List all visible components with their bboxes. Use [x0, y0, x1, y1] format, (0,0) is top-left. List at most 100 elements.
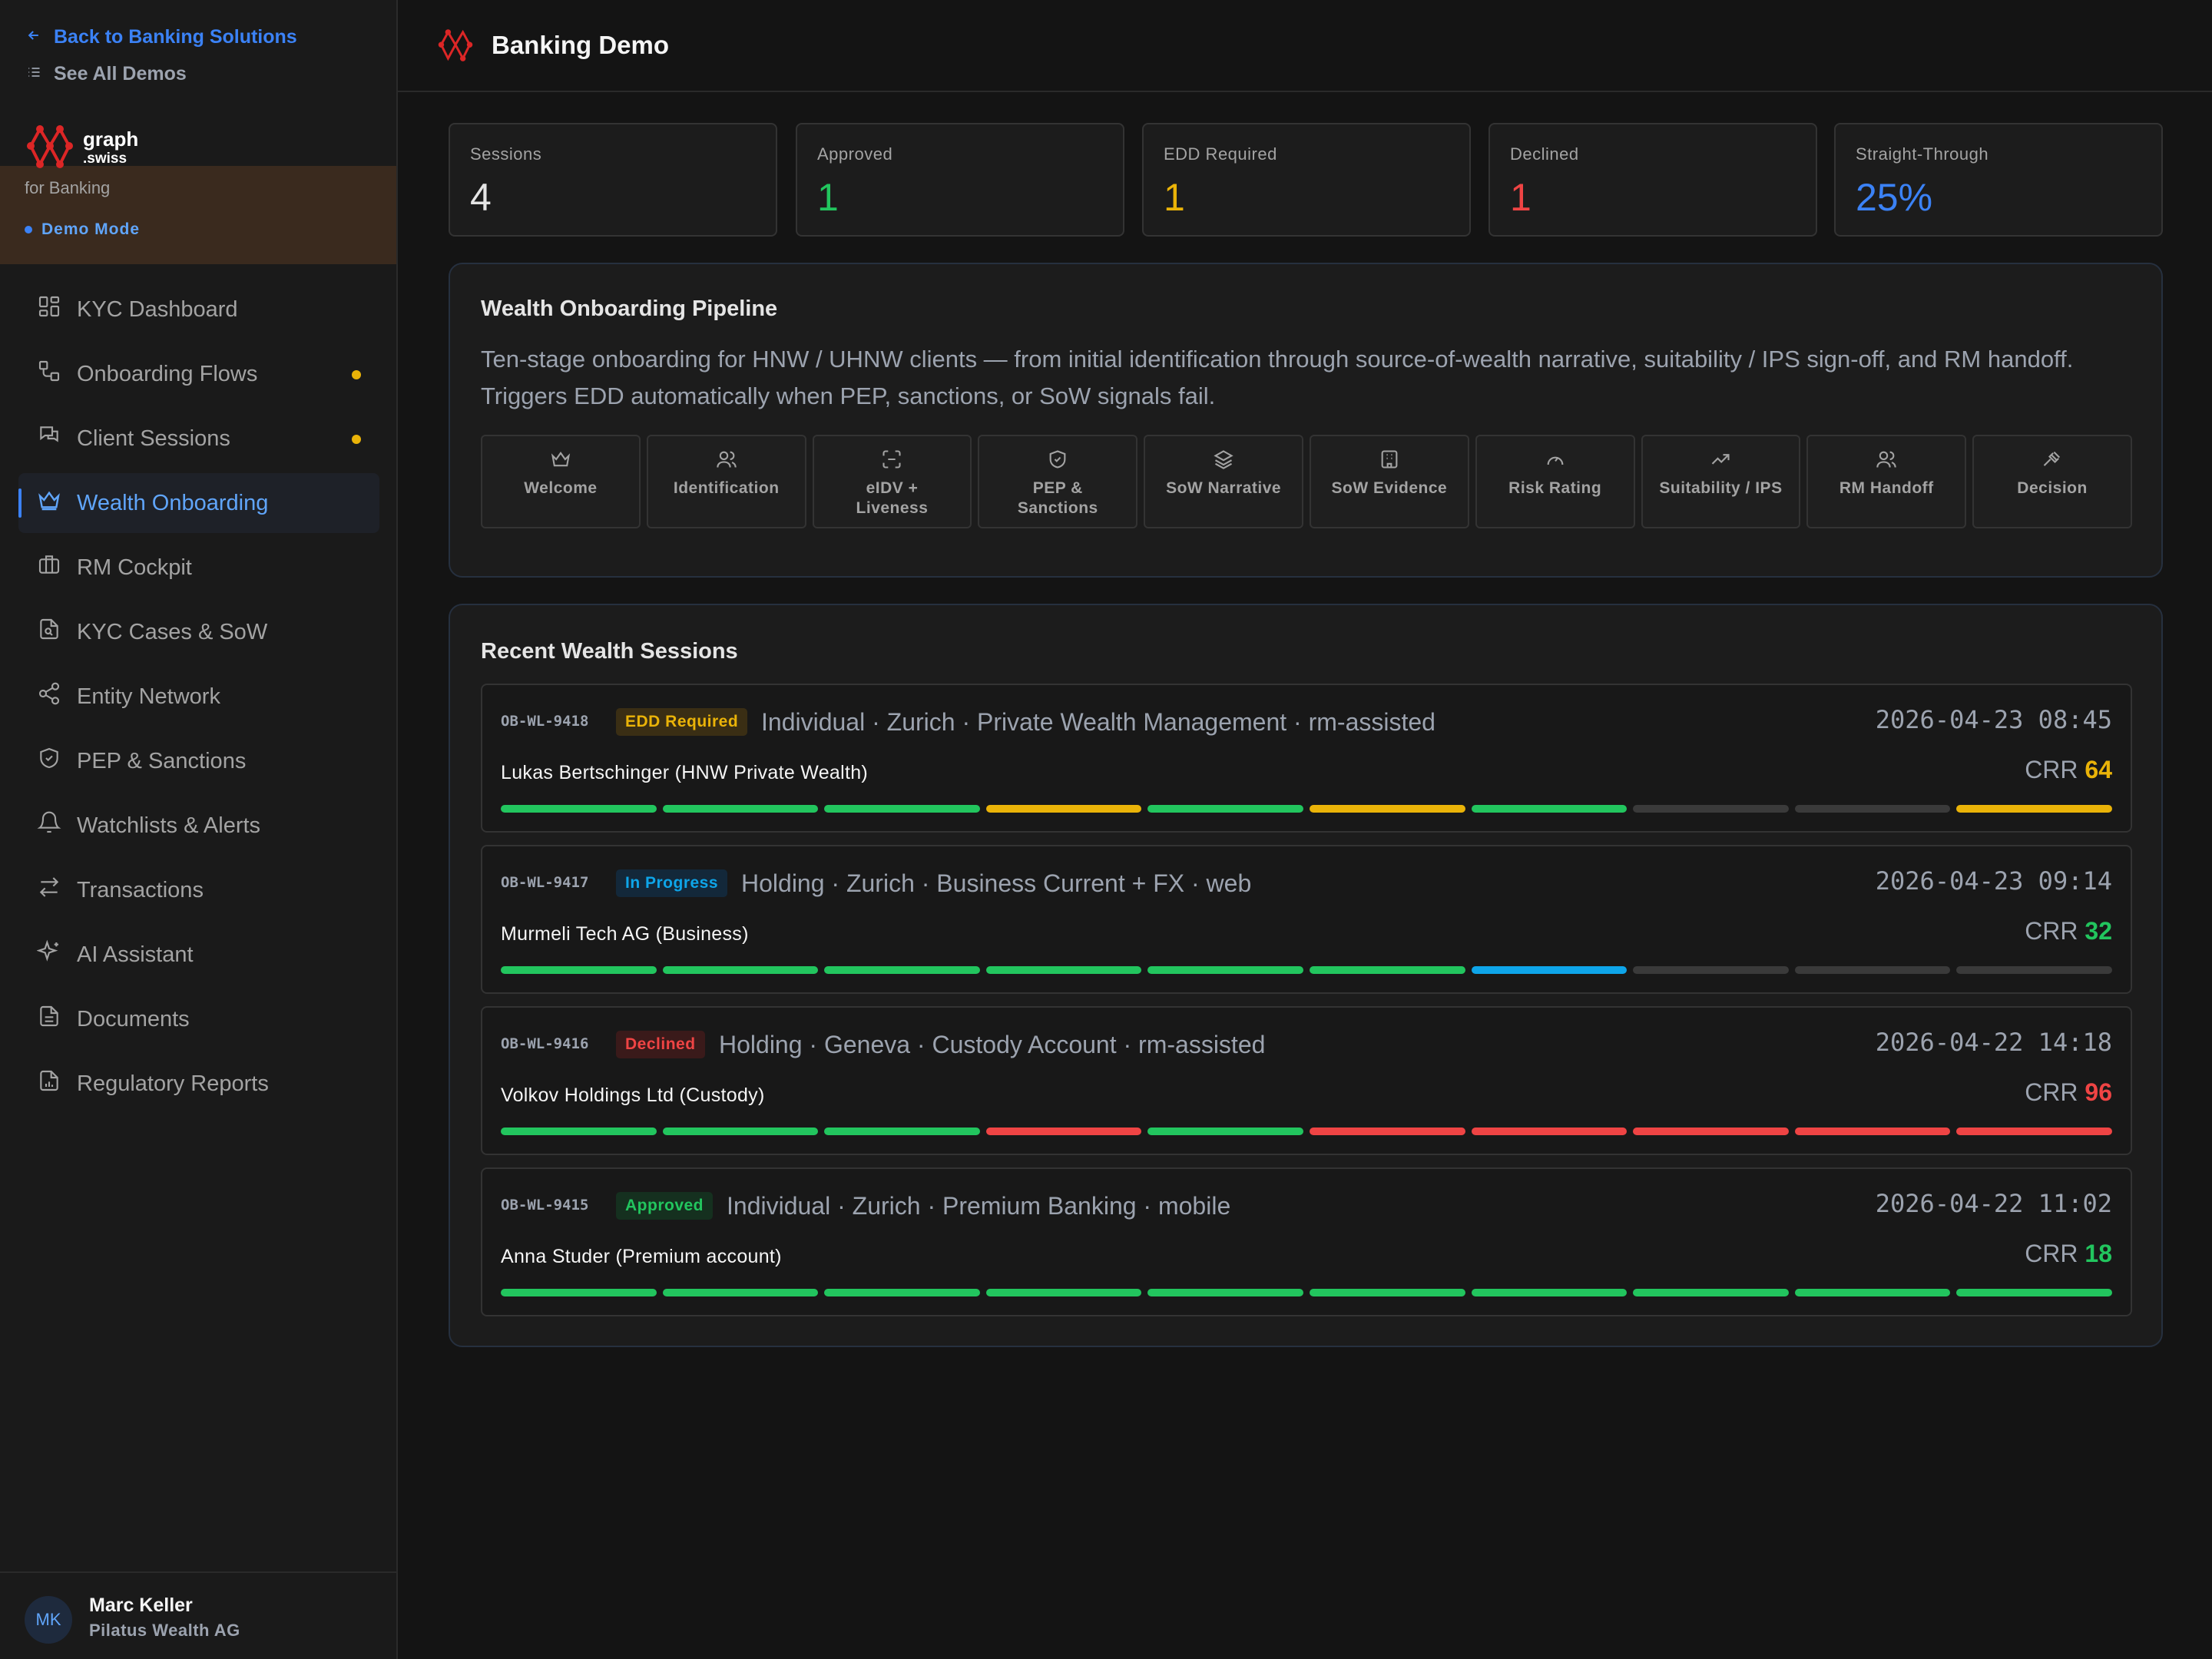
stage-identification[interactable]: Identification [646, 435, 806, 528]
stage-progress-bar [1471, 1289, 1628, 1296]
users-icon [1876, 449, 1897, 474]
sidebar-item-client-sessions[interactable]: Client Sessions [18, 409, 379, 469]
sidebar-item-label: Watchlists & Alerts [77, 813, 261, 838]
shield-check-icon [1047, 449, 1068, 474]
stage-label: Decision [2017, 479, 2088, 497]
stage-progress-bar [985, 966, 1142, 974]
sidebar-item-pep-sanctions[interactable]: PEP & Sanctions [18, 731, 379, 791]
see-all-demos-link[interactable]: See All Demos [26, 63, 187, 85]
client-name: Lukas Bertschinger (HNW Private Wealth) [501, 762, 869, 783]
stage-progress-bar [1794, 1128, 1951, 1135]
sidebar-item-wealth-onboarding[interactable]: Wealth Onboarding [18, 473, 379, 533]
shield-icon [37, 746, 61, 777]
stage-progress-bar [1147, 1128, 1303, 1135]
sidebar-item-entity-network[interactable]: Entity Network [18, 667, 379, 727]
graph-swiss-logo-icon [438, 29, 473, 61]
stage-progress-bar [1309, 805, 1465, 813]
stage-progress-bar [1794, 966, 1951, 974]
sidebar-item-label: Regulatory Reports [77, 1071, 269, 1096]
stage-progress-bar [824, 1289, 980, 1296]
stage-progress-bar [1147, 805, 1303, 813]
session-meta: Individual · Zurich · Private Wealth Man… [761, 708, 1435, 736]
stat-card-declined: Declined 1 [1488, 123, 1817, 237]
sidebar-item-kyc-cases[interactable]: KYC Cases & SoW [18, 602, 379, 662]
arrow-left-icon [26, 26, 41, 48]
for-banking-label: for Banking [25, 178, 111, 197]
stage-progress-bar [662, 805, 819, 813]
sidebar-item-regulatory-reports[interactable]: Regulatory Reports [18, 1054, 379, 1114]
stage-label: eIDV + Liveness [856, 479, 929, 517]
session-row[interactable]: OB-WL-9416 Declined Holding · Geneva · C… [481, 1006, 2132, 1155]
session-timestamp: 2026-04-23 09:14 [1875, 866, 2112, 896]
stat-value: 1 [817, 176, 839, 219]
sidebar-item-transactions[interactable]: Transactions [18, 860, 379, 920]
share-icon [37, 681, 61, 712]
stage-label: RM Handoff [1839, 479, 1934, 497]
sidebar-item-kyc-dashboard[interactable]: KYC Dashboard [18, 280, 379, 339]
users-icon [716, 449, 737, 474]
dashboard-icon [37, 294, 61, 325]
report-icon [37, 1068, 61, 1099]
client-name: Murmeli Tech AG (Business) [501, 923, 749, 945]
layers-icon [1213, 449, 1234, 474]
document-icon [37, 1004, 61, 1035]
crr-value: 64 [2085, 756, 2112, 783]
stage-progress-bar [1633, 966, 1789, 974]
stage-suitability-ips[interactable]: Suitability / IPS [1641, 435, 1801, 528]
sidebar-item-watchlists[interactable]: Watchlists & Alerts [18, 796, 379, 856]
sidebar-item-label: Client Sessions [77, 426, 230, 451]
stage-progress-bar [1794, 1289, 1951, 1296]
crr-label: CRR [2025, 1078, 2078, 1106]
list-icon [26, 63, 41, 85]
logo-subtext: .swiss [83, 151, 127, 167]
sidebar-item-documents[interactable]: Documents [18, 989, 379, 1049]
stage-progress-bar [662, 966, 819, 974]
session-id: OB-WL-9415 [501, 1197, 589, 1214]
sidebar-item-label: Onboarding Flows [77, 361, 258, 386]
logo-text: graph [83, 127, 139, 151]
stage-label: Welcome [524, 479, 598, 497]
stage-label: Risk Rating [1508, 479, 1602, 497]
session-meta: Individual · Zurich · Premium Banking · … [727, 1192, 1231, 1220]
stage-progress-bar [1633, 1128, 1789, 1135]
sidebar-item-label: KYC Dashboard [77, 296, 238, 322]
session-row[interactable]: OB-WL-9417 In Progress Holding · Zurich … [481, 845, 2132, 994]
building-icon [1379, 449, 1400, 474]
stat-card-sessions: Sessions 4 [449, 123, 777, 237]
stage-decision[interactable]: Decision [1972, 435, 2132, 528]
stage-sow-evidence[interactable]: SoW Evidence [1309, 435, 1469, 528]
stage-eidv-liveness[interactable]: eIDV + Liveness [812, 435, 972, 528]
crr-score: CRR 18 [2025, 1240, 2112, 1268]
crown-icon [550, 449, 571, 474]
stage-sow-narrative[interactable]: SoW Narrative [1144, 435, 1303, 528]
stage-pep-sanctions[interactable]: PEP & Sanctions [978, 435, 1138, 528]
status-badge: Approved [616, 1192, 714, 1220]
stage-progress-bars [501, 1128, 2112, 1135]
session-row[interactable]: OB-WL-9418 EDD Required Individual · Zur… [481, 684, 2132, 833]
bell-icon [37, 810, 61, 841]
stat-value: 4 [470, 176, 492, 219]
stage-progress-bar [824, 966, 980, 974]
sidebar-item-label: PEP & Sanctions [77, 748, 247, 773]
pipeline-stages: Welcome Identification eIDV + Liveness P… [481, 435, 2132, 528]
session-id: OB-WL-9416 [501, 1035, 589, 1052]
sidebar-nav: KYC Dashboard Onboarding Flows Client Se… [18, 280, 379, 1118]
session-row[interactable]: OB-WL-9415 Approved Individual · Zurich … [481, 1167, 2132, 1316]
all-demos-label: See All Demos [54, 63, 187, 84]
stage-progress-bars [501, 1289, 2112, 1296]
stage-welcome[interactable]: Welcome [481, 435, 641, 528]
user-profile[interactable]: MK Marc Keller Pilatus Wealth AG [0, 1571, 396, 1659]
demo-mode-badge: Demo Mode [25, 220, 140, 239]
crr-label: CRR [2025, 1240, 2078, 1267]
stage-progress-bar [1956, 805, 2112, 813]
session-timestamp: 2026-04-22 11:02 [1875, 1189, 2112, 1218]
stage-rm-handoff[interactable]: RM Handoff [1806, 435, 1967, 528]
stage-progress-bar [824, 1128, 980, 1135]
back-to-banking-solutions-link[interactable]: Back to Banking Solutions [26, 26, 297, 48]
stage-risk-rating[interactable]: Risk Rating [1475, 435, 1635, 528]
sidebar-item-rm-cockpit[interactable]: RM Cockpit [18, 538, 379, 598]
stat-card-straight-through: Straight-Through 25% [1834, 123, 2163, 237]
recent-sessions-panel: Recent Wealth Sessions OB-WL-9418 EDD Re… [449, 604, 2163, 1347]
sidebar-item-onboarding-flows[interactable]: Onboarding Flows [18, 344, 379, 404]
sidebar-item-ai-assistant[interactable]: AI Assistant [18, 925, 379, 985]
